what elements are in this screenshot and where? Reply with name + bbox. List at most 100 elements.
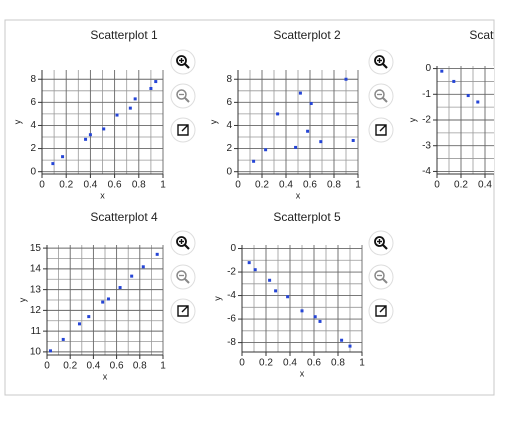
- button-circle: [368, 264, 394, 290]
- chart-title: Scatterplot 3: [469, 28, 509, 42]
- y-tick-label: 6: [30, 97, 36, 108]
- y-axis-label: y: [407, 117, 417, 122]
- open-button[interactable]: [170, 298, 196, 324]
- point: [440, 69, 444, 73]
- x-tick-label: 0: [39, 180, 45, 191]
- y-tick-label: 10: [30, 347, 42, 358]
- point: [48, 349, 52, 353]
- point: [61, 337, 65, 341]
- zoom-in-button[interactable]: [170, 230, 196, 256]
- point: [106, 297, 110, 301]
- y-tick-label: 13: [30, 284, 42, 295]
- x-tick-label: 0: [44, 361, 50, 372]
- y-tick-label: -2: [422, 115, 431, 126]
- x-tick-label: 0.4: [283, 358, 297, 369]
- button-circle: [170, 83, 196, 109]
- x-tick-label: 0.2: [59, 180, 73, 191]
- y-tick-label: -6: [227, 314, 236, 325]
- point: [319, 140, 323, 144]
- open-button[interactable]: [368, 298, 394, 324]
- x-tick-label: 0.8: [133, 361, 147, 372]
- x-tick-label: 0.2: [63, 361, 77, 372]
- open-button[interactable]: [368, 117, 394, 143]
- y-tick-label: -4: [227, 290, 236, 301]
- y-axis-label: y: [212, 296, 222, 301]
- point: [318, 319, 322, 323]
- point: [87, 315, 91, 319]
- point: [130, 274, 134, 278]
- point: [101, 300, 105, 304]
- y-axis-label: y: [208, 119, 218, 124]
- x-tick-label: 0: [235, 180, 241, 191]
- y-tick-label: -8: [227, 337, 236, 348]
- zoom-out-button[interactable]: [368, 83, 394, 109]
- point: [309, 102, 313, 106]
- point: [149, 86, 153, 90]
- point: [306, 129, 310, 133]
- zoom-in-button[interactable]: [368, 49, 394, 75]
- zoom-in-button[interactable]: [368, 230, 394, 256]
- zoom-out-button[interactable]: [368, 264, 394, 290]
- button-circle: [170, 230, 196, 256]
- x-axis-label: x: [100, 190, 105, 200]
- point: [351, 138, 355, 142]
- y-tick-label: 12: [30, 305, 42, 316]
- y-tick-label: 0: [425, 63, 431, 74]
- zoom-out-button[interactable]: [170, 264, 196, 290]
- point: [253, 268, 257, 272]
- y-axis-label: y: [17, 297, 27, 302]
- y-tick-label: 0: [30, 166, 36, 177]
- x-tick-label: 0.6: [303, 180, 317, 191]
- x-tick-label: 0.4: [86, 361, 100, 372]
- chart-title: Scatterplot 2: [273, 28, 341, 42]
- y-tick-label: 11: [31, 326, 42, 337]
- point: [298, 91, 302, 95]
- x-tick-label: 0.2: [454, 180, 468, 191]
- scatter-panel: Scatterplot 4 0 0.2 0.4 0.6 0.8 1 10 11 12 13 14 15 x…: [17, 210, 196, 381]
- x-tick-label: 0.6: [110, 361, 124, 372]
- point: [61, 155, 65, 159]
- point: [102, 127, 106, 131]
- point: [452, 79, 456, 83]
- button-circle: [170, 49, 196, 75]
- x-tick-label: 0.6: [307, 358, 321, 369]
- button-circle: [368, 49, 394, 75]
- open-button[interactable]: [170, 117, 196, 143]
- point: [276, 112, 280, 116]
- point: [118, 286, 122, 290]
- x-tick-label: 1: [160, 180, 166, 191]
- point: [88, 133, 92, 137]
- x-tick-label: 1: [359, 358, 365, 369]
- x-tick-label: 0.2: [255, 180, 269, 191]
- point: [154, 80, 158, 84]
- y-tick-label: 0: [226, 166, 232, 177]
- x-axis-label: x: [495, 190, 500, 200]
- x-tick-label: 0: [239, 358, 245, 369]
- zoom-in-button[interactable]: [170, 49, 196, 75]
- y-tick-label: 2: [30, 143, 36, 154]
- point: [264, 148, 268, 152]
- y-tick-label: 15: [30, 243, 42, 254]
- zoom-out-button[interactable]: [170, 83, 196, 109]
- point: [155, 252, 159, 256]
- x-axis-label: x: [103, 371, 108, 381]
- y-tick-label: -3: [422, 140, 431, 151]
- chart-title: Scatterplot 5: [273, 210, 341, 224]
- x-axis-label: x: [296, 190, 301, 200]
- x-tick-label: 0.8: [132, 180, 146, 191]
- scatter-panel: Scatterplot 3 0 0.2 0.4 -4 -3 -2 -1 0 x y: [407, 28, 509, 200]
- point: [128, 106, 132, 110]
- y-tick-label: 2: [226, 143, 232, 154]
- point: [313, 315, 317, 319]
- x-tick-label: 0.8: [331, 358, 345, 369]
- y-tick-label: -4: [422, 166, 431, 177]
- x-tick-label: 0.4: [83, 180, 97, 191]
- point: [344, 77, 348, 81]
- point: [268, 278, 272, 282]
- point: [247, 261, 251, 265]
- point: [476, 100, 480, 104]
- point: [466, 94, 470, 98]
- chart-title: Scatterplot 1: [90, 28, 158, 42]
- x-tick-label: 0.8: [327, 180, 341, 191]
